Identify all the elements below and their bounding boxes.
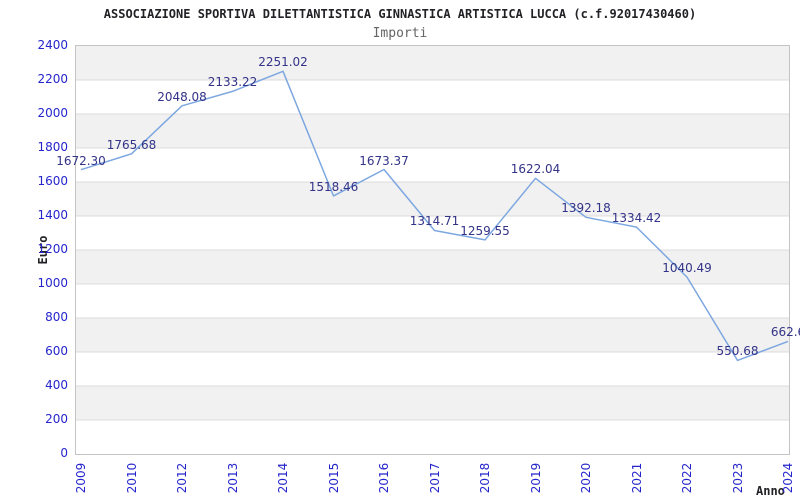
background-band	[76, 46, 789, 80]
data-point-label: 1622.04	[510, 162, 561, 177]
plot-area	[75, 45, 790, 455]
y-tick-label: 400	[45, 378, 68, 392]
data-point-label: 1040.49	[662, 261, 712, 276]
y-tick-label: 2400	[37, 38, 68, 52]
y-tick-label: 2200	[37, 72, 68, 86]
data-point-label: 1334.42	[611, 211, 662, 226]
chart-subtitle: Importi	[372, 26, 428, 41]
data-point-label: 1314.71	[409, 214, 460, 229]
y-tick-label: 1200	[37, 242, 68, 256]
x-tick-label: 2009	[74, 462, 88, 494]
data-point-label: 2048.08	[157, 89, 207, 104]
x-tick-label: 2014	[276, 462, 290, 494]
data-point-label: 2133.22	[207, 75, 258, 90]
y-tick-label: 0	[60, 446, 68, 460]
x-tick-label: 2017	[427, 462, 442, 494]
y-tick-label: 1600	[37, 174, 68, 188]
x-tick-label: 2019	[528, 462, 543, 494]
y-tick-label: 600	[45, 344, 68, 358]
data-point-label: 1518.46	[308, 179, 359, 194]
x-tick-label: 2023	[730, 462, 745, 494]
x-tick-label: 2018	[478, 462, 492, 494]
background-band	[76, 114, 789, 148]
background-band	[76, 182, 789, 216]
x-tick-label: 2022	[680, 462, 694, 494]
x-tick-label: 2010	[124, 462, 139, 494]
data-point-label: 2251.02	[258, 55, 308, 70]
background-band	[76, 386, 789, 420]
chart-title: ASSOCIAZIONE SPORTIVA DILETTANTISTICA GI…	[103, 7, 697, 21]
x-tick-label: 2024	[781, 462, 795, 494]
data-point-label: 550.68	[716, 344, 759, 359]
background-band	[76, 250, 789, 284]
x-axis-title: Anno	[756, 484, 785, 498]
data-point-label: 1392.18	[561, 201, 611, 216]
data-line	[80, 70, 789, 362]
x-tick-label: 2012	[175, 462, 189, 494]
line-chart-svg	[76, 46, 789, 421]
y-tick-label: 800	[45, 310, 68, 324]
y-tick-label: 1000	[37, 276, 68, 290]
y-tick-label: 1400	[37, 208, 68, 222]
data-point-label: 1672.30	[56, 153, 106, 168]
data-point-label: 662.6	[770, 325, 800, 340]
y-tick-label: 2000	[37, 106, 68, 120]
data-point-label: 1673.37	[359, 153, 409, 168]
background-band	[76, 318, 789, 352]
x-tick-label: 2013	[225, 462, 240, 494]
y-tick-label: 1800	[37, 140, 68, 154]
data-point-label: 1765.68	[106, 137, 157, 152]
data-point-label: 1259.55	[460, 223, 510, 238]
y-tick-label: 200	[45, 412, 68, 426]
x-tick-label: 2021	[629, 462, 644, 494]
x-tick-label: 2015	[326, 462, 341, 494]
x-tick-label: 2016	[377, 462, 391, 494]
x-tick-label: 2020	[579, 462, 593, 494]
